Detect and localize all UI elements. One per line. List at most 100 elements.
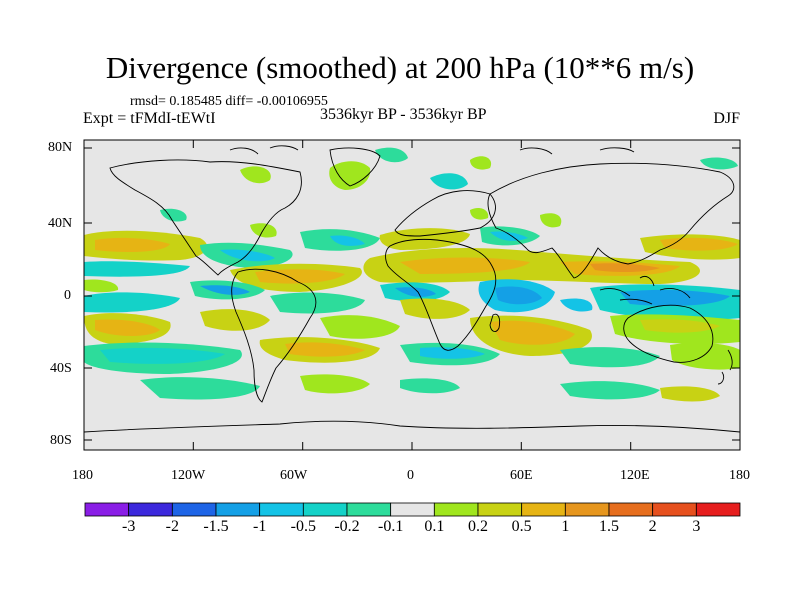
contour-positive: [400, 298, 470, 319]
colorbar-label: 0.2: [468, 518, 488, 535]
colorbar-swatch: [215, 502, 261, 517]
colorbar-label: -0.2: [334, 518, 360, 535]
contour-negative: [560, 347, 660, 368]
contour-negative: [220, 249, 275, 262]
coastline-australia: [623, 304, 714, 363]
coastline-indonesia: [599, 275, 691, 305]
colorbar-label: 3: [692, 518, 701, 535]
coastline-greenland: [329, 147, 381, 187]
colorbar-swatch: [84, 502, 130, 517]
stats-line: rmsd= 0.185485 diff= -0.00106955: [130, 94, 328, 109]
colorbar-label: -2: [165, 518, 179, 535]
contour-positive: [240, 166, 271, 184]
coastline-north-america: [109, 159, 302, 276]
contour-negative: [395, 287, 436, 297]
contour-negative: [430, 173, 468, 190]
contour-positive: [95, 237, 170, 252]
colorbar-label: -0.1: [377, 518, 404, 535]
contour-negative: [495, 286, 542, 305]
contour-negative: [490, 231, 528, 241]
colorbar-swatch: [171, 502, 217, 517]
contour-positive: [470, 207, 489, 220]
lon-tick-label: 180: [729, 468, 750, 483]
colorbar-label: 0.5: [511, 518, 532, 535]
contour-positive: [320, 315, 400, 339]
contour-positive: [660, 237, 738, 251]
contour-negative: [200, 285, 250, 295]
coastline-south-america: [231, 268, 317, 403]
colorbar-label: -1: [252, 518, 267, 535]
coastline-new-zealand: [717, 349, 733, 385]
plot-title: Divergence (smoothed) at 200 hPa (10**6 …: [105, 50, 695, 85]
contour-positive: [640, 319, 720, 333]
lon-tick-label: 0: [407, 468, 414, 483]
lon-tick-label: 60E: [510, 468, 533, 483]
contour-negative: [700, 157, 738, 170]
lat-tick-label: 0: [64, 288, 71, 303]
contour-positive: [285, 342, 365, 357]
contour-negative: [100, 347, 225, 364]
contour-negative: [375, 147, 408, 163]
contour-positive: [200, 309, 270, 331]
divergence-field: [84, 147, 740, 402]
colorbar-swatch: [433, 502, 479, 517]
contour-negative: [270, 292, 365, 314]
colorbar-swatch: [390, 502, 435, 517]
colorbar-swatch: [128, 502, 173, 517]
contour-positive: [95, 319, 160, 336]
colorbar-swatch: [259, 502, 304, 517]
contour-negative: [84, 292, 180, 313]
lon-tick-label: 180: [72, 468, 93, 483]
contour-positive: [470, 156, 492, 170]
coastline-europe: [394, 190, 496, 237]
contour-positive: [400, 257, 530, 274]
colorbar-swatch: [346, 502, 392, 517]
colorbar-swatch: [521, 502, 566, 517]
contour-positive: [540, 213, 562, 228]
season-label: DJF: [713, 110, 740, 127]
lat-tick-label: 80N: [48, 140, 73, 155]
contour-positive: [590, 263, 660, 273]
contour-negative: [560, 381, 660, 400]
colorbar-label: 1.5: [599, 518, 619, 535]
colorbar-label: 1: [561, 518, 570, 535]
coastline-antarctica: [84, 420, 740, 433]
coastlines: [84, 145, 740, 433]
contour-negative: [84, 261, 190, 277]
contour-positive: [84, 279, 119, 293]
colorbar-label: 0.1: [424, 518, 445, 535]
colorbar-swatch: [695, 502, 741, 517]
contour-negative: [140, 377, 260, 400]
colorbar-label: -0.5: [290, 518, 316, 535]
colorbar-swatch: [564, 502, 610, 517]
lat-tick-label: 40N: [48, 216, 73, 231]
contour-negative: [420, 347, 485, 359]
contour-negative: [400, 378, 460, 394]
experiment-label: Expt = tFMdI-tEWtI: [83, 110, 216, 127]
lon-tick-label: 120E: [620, 468, 650, 483]
colorbar-label: -3: [121, 518, 136, 535]
colorbar-swatch: [477, 502, 523, 517]
lat-tick-label: 40S: [50, 361, 72, 376]
lon-tick-label: 120W: [171, 468, 206, 483]
colorbar-label: -1.5: [203, 518, 229, 535]
contour-positive: [490, 320, 575, 345]
contour-positive: [660, 386, 720, 402]
coastline-africa: [385, 238, 497, 351]
coastline-asia: [487, 162, 735, 279]
contour-negative: [330, 235, 365, 246]
colorbar-swatch: [608, 502, 654, 517]
contour-negative: [560, 298, 593, 312]
coastline-arctic-islands: [229, 145, 635, 155]
lat-tick-label: 80S: [50, 433, 72, 448]
lon-tick-label: 60W: [280, 468, 308, 483]
colorbar-label: 2: [648, 518, 657, 535]
colorbar-swatch: [302, 502, 348, 517]
contour-positive: [329, 161, 371, 190]
coastline-madagascar: [489, 313, 501, 332]
colorbar-swatch: [652, 502, 697, 517]
contour-positive: [300, 374, 370, 394]
contour-positive: [670, 342, 740, 370]
axis-ticks: [83, 140, 741, 450]
